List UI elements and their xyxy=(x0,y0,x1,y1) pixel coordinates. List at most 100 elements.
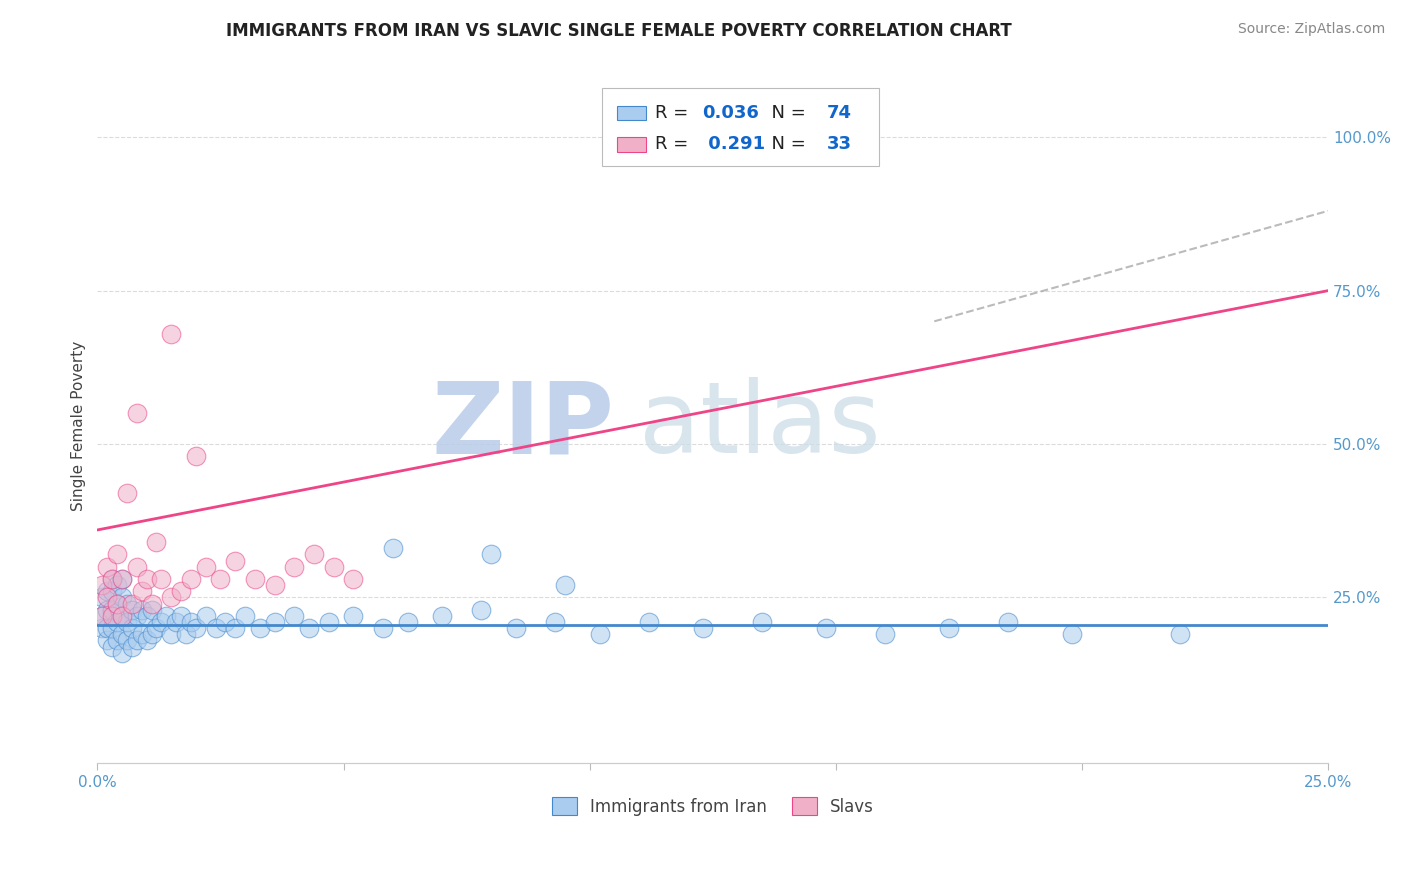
Point xyxy=(105,578,128,592)
Point xyxy=(105,597,128,611)
Point xyxy=(165,615,187,629)
Legend: Immigrants from Iran, Slavs: Immigrants from Iran, Slavs xyxy=(546,791,880,822)
Point xyxy=(135,633,157,648)
FancyBboxPatch shape xyxy=(602,88,879,166)
Point xyxy=(96,621,118,635)
FancyBboxPatch shape xyxy=(617,106,647,120)
Point xyxy=(160,326,183,341)
Point xyxy=(588,627,610,641)
Text: R =: R = xyxy=(655,104,695,122)
Point xyxy=(141,627,163,641)
Point xyxy=(115,486,138,500)
Point xyxy=(170,584,193,599)
Point xyxy=(150,572,173,586)
Text: R =: R = xyxy=(655,136,695,153)
Point xyxy=(150,615,173,629)
Point xyxy=(111,608,134,623)
Point xyxy=(131,603,153,617)
Text: 74: 74 xyxy=(827,104,852,122)
Point xyxy=(111,608,134,623)
Text: 0.291: 0.291 xyxy=(702,136,765,153)
Point xyxy=(125,559,148,574)
Point xyxy=(101,608,124,623)
Point xyxy=(96,584,118,599)
Point xyxy=(105,597,128,611)
Point xyxy=(371,621,394,635)
Point xyxy=(224,554,246,568)
Point xyxy=(997,615,1019,629)
Point xyxy=(101,572,124,586)
Point xyxy=(692,621,714,635)
Point xyxy=(263,578,285,592)
Text: N =: N = xyxy=(759,104,811,122)
Point xyxy=(194,608,217,623)
Point xyxy=(131,584,153,599)
Point xyxy=(141,603,163,617)
Point xyxy=(322,559,344,574)
Point xyxy=(101,572,124,586)
FancyBboxPatch shape xyxy=(617,136,647,152)
Point xyxy=(121,603,143,617)
Point xyxy=(115,615,138,629)
Point xyxy=(170,608,193,623)
Point xyxy=(121,597,143,611)
Point xyxy=(1062,627,1084,641)
Y-axis label: Single Female Poverty: Single Female Poverty xyxy=(72,341,86,511)
Point xyxy=(105,633,128,648)
Point xyxy=(145,621,167,635)
Point xyxy=(91,578,114,592)
Point xyxy=(544,615,567,629)
Point xyxy=(180,572,202,586)
Point xyxy=(91,621,114,635)
Point xyxy=(224,621,246,635)
Point xyxy=(141,597,163,611)
Point xyxy=(184,450,207,464)
Point xyxy=(111,572,134,586)
Point xyxy=(101,640,124,654)
Point xyxy=(101,603,124,617)
Point xyxy=(96,591,118,605)
Point xyxy=(105,548,128,562)
Point xyxy=(263,615,285,629)
Point xyxy=(204,621,226,635)
Point xyxy=(125,608,148,623)
Point xyxy=(111,572,134,586)
Point xyxy=(125,406,148,420)
Point xyxy=(283,608,305,623)
Point xyxy=(96,633,118,648)
Point xyxy=(396,615,419,629)
Point xyxy=(283,559,305,574)
Point xyxy=(751,615,773,629)
Point xyxy=(505,621,527,635)
Point xyxy=(430,608,453,623)
Point xyxy=(105,615,128,629)
Point xyxy=(194,559,217,574)
Point xyxy=(938,621,960,635)
Point xyxy=(184,621,207,635)
Point xyxy=(145,535,167,549)
Point xyxy=(155,608,177,623)
Point xyxy=(470,603,492,617)
Point xyxy=(298,621,321,635)
Point xyxy=(96,603,118,617)
Point xyxy=(249,621,271,635)
Text: atlas: atlas xyxy=(638,377,880,475)
Point xyxy=(91,608,114,623)
Text: IMMIGRANTS FROM IRAN VS SLAVIC SINGLE FEMALE POVERTY CORRELATION CHART: IMMIGRANTS FROM IRAN VS SLAVIC SINGLE FE… xyxy=(226,22,1011,40)
Point xyxy=(637,615,659,629)
Point xyxy=(96,559,118,574)
Point xyxy=(302,548,325,562)
Point xyxy=(180,615,202,629)
Point xyxy=(160,627,183,641)
Point xyxy=(131,627,153,641)
Point xyxy=(243,572,266,586)
Point xyxy=(554,578,576,592)
Point xyxy=(174,627,197,641)
Point xyxy=(381,541,404,556)
Point xyxy=(135,608,157,623)
Point xyxy=(479,548,502,562)
Point xyxy=(342,572,364,586)
Point xyxy=(121,640,143,654)
Point xyxy=(160,591,183,605)
Point xyxy=(111,591,134,605)
